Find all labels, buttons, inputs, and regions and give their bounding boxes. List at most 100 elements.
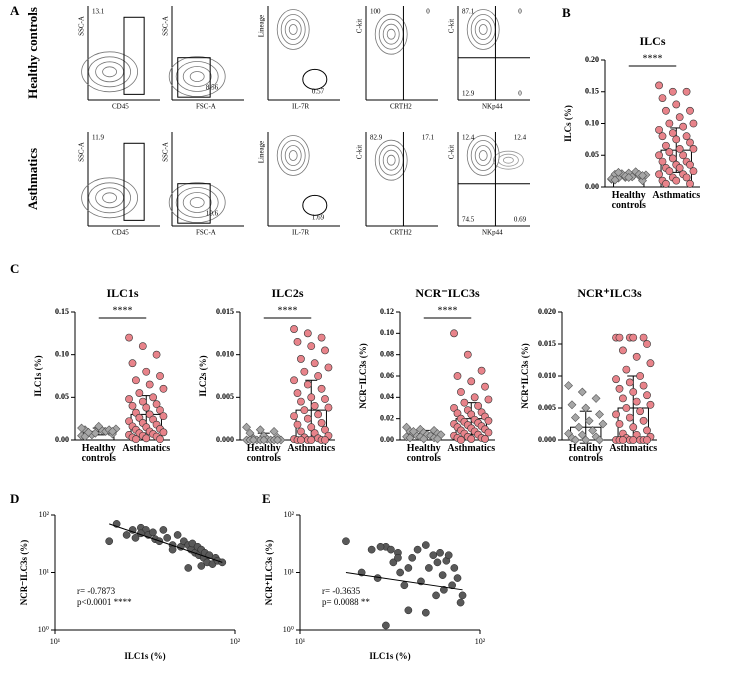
flow-contour (168, 182, 226, 223)
data-point (303, 329, 312, 338)
category-label: Asthmatics (287, 444, 335, 454)
data-point (132, 435, 140, 444)
y-tick-label: 0.020 (538, 307, 556, 316)
flow-y-label: C-kit (448, 19, 456, 33)
data-point (142, 367, 151, 376)
data-point (639, 381, 648, 390)
data-point (591, 393, 601, 403)
data-point (686, 179, 694, 188)
data-point (450, 329, 458, 338)
data-point (307, 436, 316, 444)
data-point (665, 167, 674, 176)
flow-contour (374, 13, 408, 55)
y-axis-label: NCR⁻ILC3s (%) (358, 343, 368, 409)
data-point (159, 428, 168, 437)
data-point (646, 359, 655, 368)
gate-value: 100 (370, 8, 381, 16)
data-point (142, 434, 151, 443)
y-tick-label: 10² (39, 510, 50, 519)
data-point (77, 423, 86, 433)
data-point (142, 403, 151, 412)
flow-y-label: Lineage (258, 15, 266, 38)
data-point (432, 591, 440, 600)
flow-contour (175, 61, 219, 92)
data-point (460, 398, 469, 407)
data-point (679, 122, 688, 131)
flow-x-label: CD45 (112, 229, 129, 237)
data-point (310, 359, 319, 368)
flow-contour (189, 71, 205, 82)
data-point (646, 400, 655, 409)
flow-contour (466, 135, 500, 176)
flow-x-label: CRTH2 (390, 103, 412, 111)
data-point (484, 395, 493, 404)
data-point (474, 401, 483, 410)
data-point (444, 551, 453, 560)
annotation: p= 0.0088 ** (322, 597, 370, 607)
data-point (619, 436, 627, 444)
y-tick-label: 0.015 (538, 339, 556, 348)
data-point (269, 427, 279, 436)
data-point (149, 393, 158, 402)
data-point (159, 526, 168, 534)
regression-line (109, 523, 223, 563)
gate-value: 0.69 (514, 216, 527, 224)
data-point (396, 568, 404, 577)
data-point (297, 355, 305, 363)
y-tick-label: 10¹ (39, 567, 50, 576)
data-point (429, 551, 438, 560)
flow-contour (284, 19, 302, 40)
chart-title: NCR⁺ILC3s (577, 286, 642, 300)
data-point (173, 531, 182, 539)
flow-y-label: C-kit (448, 145, 456, 159)
flow-contour (182, 192, 212, 213)
data-point (314, 410, 323, 419)
data-point (290, 325, 298, 333)
flow-contour (478, 24, 488, 35)
y-axis-label: ILC1s (%) (33, 355, 43, 396)
data-point (658, 94, 667, 102)
data-point (409, 427, 418, 436)
data-point (404, 606, 413, 615)
flow-contour (474, 145, 492, 166)
flow-contour (189, 197, 205, 208)
category-label-text: Asthmatics (609, 444, 658, 454)
flow-x-label: FSC-A (196, 229, 216, 237)
flow-contour (95, 187, 124, 209)
data-point (307, 342, 316, 351)
data-point (367, 545, 376, 554)
data-point (307, 423, 316, 432)
significance: **** (278, 305, 298, 316)
data-point (584, 416, 594, 426)
data-point (481, 435, 489, 443)
data-point (619, 394, 627, 403)
data-point (317, 333, 326, 342)
data-point (84, 427, 93, 437)
gate-value: 0 (518, 8, 522, 16)
data-point (387, 545, 395, 554)
data-point (598, 419, 608, 429)
y-axis-label: NCR⁻ILC3s (%) (19, 540, 29, 606)
data-point (122, 531, 131, 539)
flow-contour (502, 156, 514, 164)
data-point (321, 436, 329, 444)
gate-value: 10.6 (206, 210, 219, 218)
data-point (321, 346, 329, 355)
flow-x-label: IL-7R (292, 229, 309, 237)
data-point (324, 403, 333, 412)
data-point (400, 581, 409, 590)
flow-x-label: NKp44 (482, 103, 503, 111)
annotation: p<0.0001 **** (77, 597, 132, 607)
data-point (662, 179, 670, 188)
flow-y-label: SSC-A (162, 142, 170, 162)
data-point (125, 333, 133, 342)
data-point (307, 393, 316, 402)
data-point (159, 384, 168, 393)
y-tick-label: 0.06 (380, 371, 394, 380)
data-point (668, 154, 677, 163)
flow-contour (382, 23, 400, 45)
data-point (571, 413, 580, 423)
data-point (686, 106, 694, 115)
data-point (300, 406, 309, 415)
data-point (639, 333, 648, 342)
